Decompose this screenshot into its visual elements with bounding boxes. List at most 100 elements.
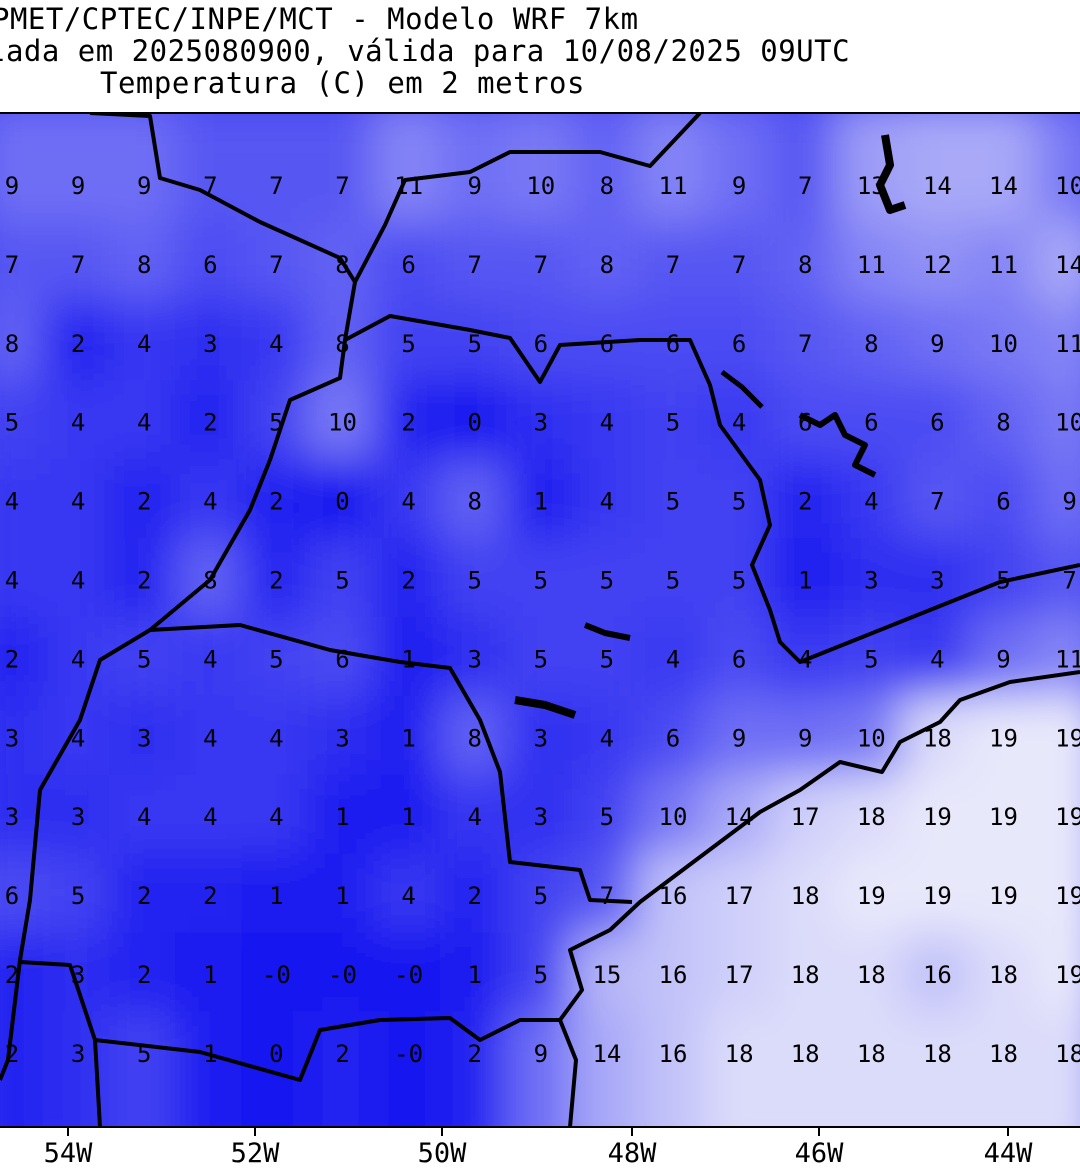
temperature-value: -0 — [394, 1040, 423, 1068]
temperature-value: 5 — [401, 330, 415, 358]
temperature-value: 2 — [467, 882, 481, 910]
temperature-value: 17 — [791, 803, 820, 831]
temperature-value: 6 — [666, 724, 680, 752]
shade-cell — [241, 538, 312, 621]
temperature-value: 4 — [203, 488, 217, 516]
temperature-value: 5 — [71, 882, 85, 910]
shade-cell — [1034, 301, 1080, 385]
temperature-value: 3 — [467, 645, 481, 673]
temperature-value: 5 — [467, 567, 481, 595]
temperature-value: 14 — [725, 803, 754, 831]
shade-cell — [704, 853, 775, 937]
shade-cell — [770, 113, 841, 150]
temperature-value: 3 — [71, 961, 85, 989]
shade-cell — [241, 1092, 312, 1128]
temperature-value: 4 — [600, 409, 614, 437]
shade-cell — [0, 380, 48, 464]
temperature-value: 14 — [592, 1040, 621, 1068]
temperature-value: 9 — [732, 724, 746, 752]
shade-cell — [373, 774, 444, 858]
temperature-value: 4 — [269, 803, 283, 831]
boundary-pr-sc — [19, 960, 102, 1128]
temperature-value: 5 — [600, 803, 614, 831]
temperature-value: 5 — [534, 961, 548, 989]
shade-cell — [0, 222, 48, 306]
shade-cell — [505, 459, 576, 543]
shade-cell — [571, 459, 642, 543]
temperature-value: 1 — [203, 1040, 217, 1068]
shade-cell — [836, 222, 907, 306]
temperature-value: 6 — [732, 330, 746, 358]
temperature-value: 3 — [534, 724, 548, 752]
shade-cell — [968, 113, 1039, 150]
temperature-value: 14 — [989, 172, 1018, 200]
shade-cell — [109, 695, 180, 779]
temperature-value: 19 — [989, 882, 1018, 910]
shade-cell — [307, 459, 378, 543]
temperature-value: 8 — [864, 330, 878, 358]
shade-cell — [109, 143, 180, 227]
temperature-value: 11 — [394, 172, 423, 200]
temperature-value: 6 — [666, 330, 680, 358]
shade-cell — [770, 143, 841, 227]
x-label-44w: 44W — [983, 1138, 1033, 1169]
shade-cell — [505, 380, 576, 464]
shade-cell — [770, 459, 841, 543]
temperature-value: 4 — [401, 882, 415, 910]
temperature-value: 6 — [203, 251, 217, 279]
shade-cell — [373, 695, 444, 779]
shade-cell — [637, 1011, 709, 1095]
shade-cell — [439, 1092, 510, 1128]
shade-cell — [373, 301, 444, 385]
temperature-value: 13 — [857, 172, 886, 200]
coastline — [558, 670, 1080, 1128]
shade-cell — [770, 222, 841, 306]
temperature-value: 19 — [923, 882, 952, 910]
temperature-value: 4 — [203, 645, 217, 673]
shade-cell — [571, 1011, 642, 1095]
shade-cell — [373, 143, 444, 227]
shade-cell — [505, 774, 576, 858]
temperature-value: 1 — [203, 961, 217, 989]
temperature-value: 2 — [5, 645, 19, 673]
header-variable: Temperatura (C) em 2 metros — [100, 66, 585, 100]
shade-cell — [373, 113, 444, 150]
temperature-value: 3 — [534, 803, 548, 831]
shade-cell — [836, 853, 907, 937]
shade-cell — [902, 932, 973, 1016]
temperature-value: 7 — [269, 172, 283, 200]
temperature-value: 4 — [137, 803, 151, 831]
shade-cell — [241, 143, 312, 227]
tick-44w — [1007, 1127, 1009, 1136]
temperature-value: 8 — [996, 409, 1010, 437]
temperature-value: 11 — [857, 251, 886, 279]
shade-cell — [1034, 1011, 1080, 1095]
temperature-value: 2 — [203, 409, 217, 437]
shade-cell — [307, 695, 378, 779]
boundary-pr-sc-south — [94, 1016, 560, 1082]
temperature-value: 6 — [401, 251, 415, 279]
shade-cell — [836, 1092, 907, 1128]
temperature-value: 18 — [791, 882, 820, 910]
temperature-value: 8 — [600, 251, 614, 279]
shade-cell — [571, 538, 642, 621]
temperature-value: 11 — [1055, 645, 1080, 673]
tick-52w — [254, 1127, 256, 1136]
shade-cell — [902, 616, 973, 700]
temperature-value: 17 — [725, 882, 754, 910]
temperature-value: 6 — [996, 488, 1010, 516]
shade-cell — [505, 1092, 576, 1128]
temperature-value: 17 — [725, 961, 754, 989]
temperature-value: 2 — [401, 409, 415, 437]
reservoir-2 — [583, 622, 631, 641]
shade-cell — [175, 616, 246, 700]
shade-cell — [43, 380, 114, 464]
shade-cell — [109, 538, 180, 621]
shade-cell — [836, 932, 907, 1016]
temperature-value: 5 — [600, 645, 614, 673]
reservoir-3 — [720, 370, 764, 409]
shade-cell — [968, 380, 1039, 464]
temperature-value: -0 — [328, 961, 357, 989]
temperature-value: 4 — [930, 645, 944, 673]
shade-cell — [637, 143, 709, 227]
